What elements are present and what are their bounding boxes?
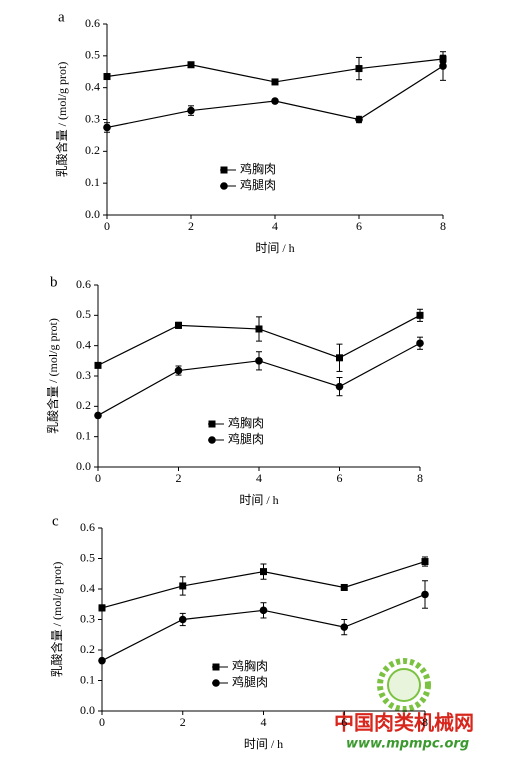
legend-label: 鸡腿肉 (228, 431, 264, 446)
y-tick-label: 0.6 (80, 520, 95, 534)
marker-circle (98, 656, 106, 665)
y-tick-label: 0.4 (80, 581, 95, 595)
x-tick-label: 2 (180, 715, 186, 729)
x-tick-label: 6 (341, 715, 347, 729)
marker-square (179, 582, 187, 590)
x-tick-label: 4 (256, 471, 262, 485)
marker-square (208, 420, 216, 428)
y-tick-label: 0.3 (85, 111, 100, 125)
marker-circle (208, 436, 216, 444)
x-tick-label: 0 (104, 219, 110, 233)
y-tick-label: 0.3 (76, 368, 91, 382)
y-tick-label: 0.4 (85, 79, 100, 93)
marker-circle (355, 115, 363, 124)
panel: a 0.0 0.1 0.2 0.3 0.4 0.5 0.6 0 2 4 6 8 时间 / h 乳酸含量 / … (54, 9, 447, 255)
legend-label: 鸡胸肉 (232, 658, 268, 673)
y-tick-label: 0.2 (85, 143, 100, 157)
panel: b 0.0 0.1 0.2 0.3 0.4 0.5 0.6 0 2 4 6 8 时间 / h 乳酸含量 / … (45, 274, 424, 507)
y-axis-label: 乳酸含量 / (mol/g prot) (54, 62, 69, 178)
marker-circle (255, 357, 263, 365)
y-tick-label: 0.1 (76, 428, 91, 442)
marker-square (336, 354, 343, 362)
marker-circle (340, 623, 349, 631)
y-axis-label: 乳酸含量 / (mol/g prot) (45, 318, 60, 434)
x-tick-label: 6 (356, 219, 362, 233)
marker-square (212, 663, 220, 671)
y-tick-label: 0.0 (80, 703, 95, 717)
y-tick-label: 0.0 (76, 459, 91, 473)
marker-circle (416, 339, 424, 348)
x-tick-label: 4 (272, 219, 278, 233)
logo-gear (377, 658, 431, 712)
legend-label: 鸡腿肉 (240, 177, 276, 192)
x-tick-label: 4 (261, 715, 267, 729)
marker-square (103, 73, 111, 81)
series-line (106, 65, 444, 129)
marker-circle (220, 182, 228, 190)
legend-label: 鸡腿肉 (232, 674, 268, 689)
marker-circle (335, 382, 344, 391)
marker-square (421, 558, 429, 566)
marker-circle (421, 590, 429, 599)
marker-circle (271, 97, 279, 105)
y-tick-label: 0.6 (76, 277, 91, 291)
panel: c 0.0 0.1 0.2 0.3 0.4 0.5 0.6 0 2 4 6 8 时间 / h 乳酸含量 / … (49, 513, 429, 751)
marker-square (260, 568, 267, 576)
marker-square (340, 583, 348, 591)
x-tick-label: 2 (188, 219, 194, 233)
y-tick-label: 0.3 (80, 611, 95, 625)
y-tick-label: 0.5 (85, 48, 100, 62)
x-axis-label: 时间 / h (255, 241, 294, 255)
marker-square (355, 65, 363, 73)
marker-square (416, 311, 424, 319)
y-tick-label: 0.6 (85, 16, 100, 30)
x-tick-label: 0 (95, 471, 101, 485)
x-tick-label: 8 (440, 219, 446, 233)
legend-label: 鸡胸肉 (228, 415, 264, 430)
panel-label: c (52, 513, 59, 529)
marker-square (271, 78, 279, 86)
marker-square (220, 166, 228, 174)
y-tick-label: 0.0 (85, 207, 100, 221)
marker-circle (212, 679, 220, 687)
y-tick-label: 0.5 (80, 550, 95, 564)
marker-square (175, 321, 182, 329)
marker-square (187, 61, 195, 69)
x-tick-label: 0 (99, 715, 105, 729)
x-tick-label: 6 (337, 471, 343, 485)
watermark-logo (377, 658, 431, 712)
x-axis-label: 时间 / h (244, 737, 283, 751)
y-tick-label: 0.2 (76, 398, 91, 412)
marker-circle (174, 366, 183, 375)
x-tick-label: 8 (422, 715, 428, 729)
x-tick-label: 2 (176, 471, 182, 485)
marker-square (255, 325, 263, 333)
marker-circle (439, 62, 447, 70)
marker-square (94, 361, 102, 369)
logo-center (387, 668, 421, 702)
panel-label: a (58, 9, 65, 25)
x-tick-label: 8 (417, 471, 423, 485)
y-tick-label: 0.1 (80, 672, 95, 686)
marker-circle (103, 123, 111, 132)
marker-circle (187, 106, 195, 115)
watermark-title: 中国肉类机械网 (334, 711, 474, 735)
y-tick-label: 0.1 (85, 175, 100, 189)
y-tick-label: 0.5 (76, 307, 91, 321)
marker-square (98, 604, 106, 612)
y-tick-label: 0.4 (76, 337, 91, 351)
panel-label: b (50, 274, 58, 290)
y-axis-label: 乳酸含量 / (mol/g prot) (49, 562, 64, 678)
marker-circle (178, 615, 187, 624)
marker-circle (259, 606, 268, 615)
x-axis-label: 时间 / h (239, 493, 278, 507)
watermark-url: www.mpmpc.org (346, 737, 469, 752)
marker-circle (94, 411, 102, 420)
y-tick-label: 0.2 (80, 642, 95, 656)
legend-label: 鸡胸肉 (240, 161, 276, 176)
